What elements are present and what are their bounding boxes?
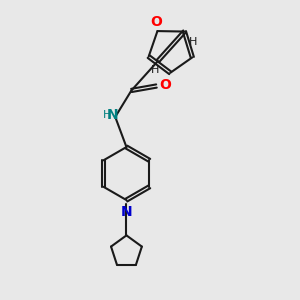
Text: H: H bbox=[189, 37, 197, 47]
Text: N: N bbox=[107, 108, 119, 122]
Text: O: O bbox=[150, 15, 162, 29]
Text: H: H bbox=[103, 110, 111, 120]
Text: N: N bbox=[121, 206, 132, 219]
Text: H: H bbox=[151, 64, 159, 74]
Text: O: O bbox=[159, 77, 171, 92]
